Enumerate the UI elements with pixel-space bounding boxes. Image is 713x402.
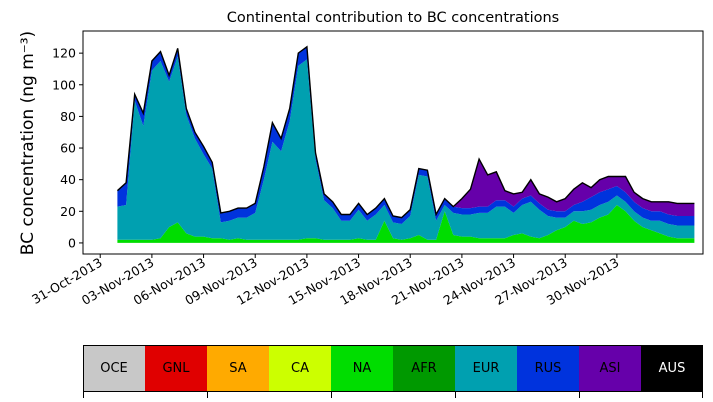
legend-cell-asi: ASI [579, 345, 641, 392]
legend-label: ASI [599, 361, 621, 376]
y-tick-label: 0 [68, 235, 76, 250]
y-tick-label: 120 [52, 46, 76, 61]
region-colorbar-legend: OCE GNL SA CA NA AFR EUR RUS ASI AUS [83, 345, 703, 392]
total-line [116, 45, 695, 219]
y-tick-label: 100 [52, 77, 76, 92]
legend-cell-sa: SA [207, 345, 269, 392]
plot-frame [82, 30, 704, 255]
y-axis-ticks: 0 20 40 60 80 100 120 [52, 46, 83, 250]
legend-cell-oce: OCE [83, 345, 145, 392]
legend-label: OCE [100, 361, 128, 376]
legend-label: AUS [658, 361, 686, 376]
y-tick-label: 60 [60, 141, 76, 156]
legend-label: NA [352, 361, 372, 376]
y-tick-label: 40 [60, 172, 76, 187]
stacked-areas [116, 45, 695, 243]
legend-cell-gnl: GNL [145, 345, 207, 392]
legend-cell-rus: RUS [517, 345, 579, 392]
legend-ticks [83, 392, 703, 402]
area-eur [117, 56, 695, 240]
x-axis-ticks: 31-Oct-201303-Nov-201306-Nov-201309-Nov-… [29, 254, 621, 308]
area-asi [117, 46, 695, 218]
legend-cell-na: NA [331, 345, 393, 392]
y-tick-label: 20 [60, 204, 76, 219]
legend-label: EUR [472, 361, 500, 376]
legend-label: GNL [162, 361, 190, 376]
bc-chart: Continental contribution to BC concentra… [18, 10, 704, 308]
legend-label: AFR [411, 361, 437, 376]
legend-label: CA [291, 361, 309, 376]
chart-title: Continental contribution to BC concentra… [227, 10, 559, 26]
legend-cell-eur: EUR [455, 345, 517, 392]
legend-cell-afr: AFR [393, 345, 455, 392]
legend-cell-aus: AUS [641, 345, 703, 392]
y-tick-label: 80 [60, 109, 76, 124]
y-axis-label: BC concentration (ng m⁻³) [18, 31, 38, 255]
area-rus [117, 46, 695, 226]
legend-label: SA [229, 361, 247, 376]
legend-cell-ca: CA [269, 345, 331, 392]
legend-label: RUS [534, 361, 562, 376]
area-na [117, 205, 695, 243]
